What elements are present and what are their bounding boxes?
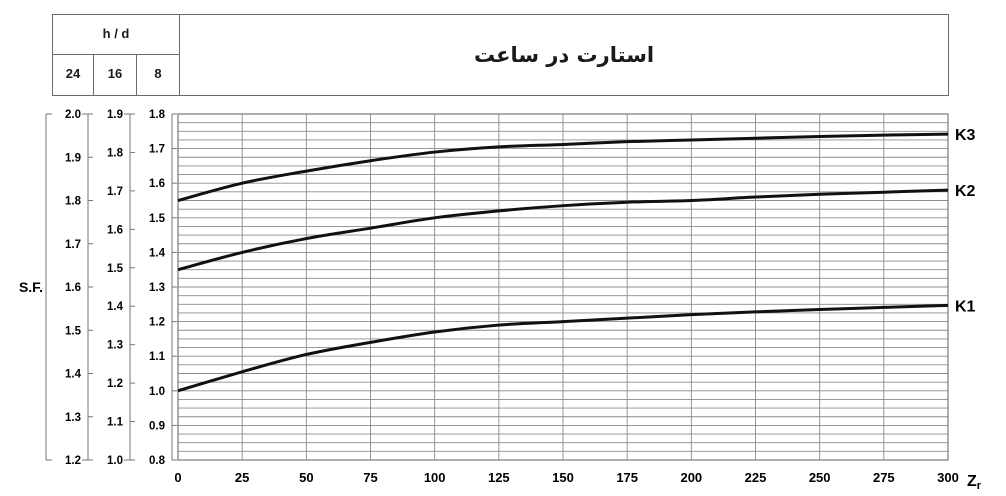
y-tick-label: 0.8 <box>149 455 166 467</box>
series-line-k3 <box>177 132 949 202</box>
y-tick-label: 1.2 <box>65 455 81 467</box>
y-tick-label: 1.3 <box>149 282 165 294</box>
y-tick-label: 1.0 <box>149 386 165 398</box>
chart-title: استارت در ساعت <box>473 43 655 67</box>
y-tick-label: 2.0 <box>65 109 81 121</box>
y-tick-label: 1.6 <box>107 224 123 236</box>
y-tick-label: 1.8 <box>149 109 166 121</box>
y-tick-label: 1.4 <box>65 369 82 381</box>
y-tick-label: 0.9 <box>149 420 165 432</box>
y-tick-label: 1.9 <box>107 109 123 121</box>
y-tick-label: 1.7 <box>65 239 81 251</box>
x-axis-label-subscript: r <box>977 480 982 492</box>
hd-header-cell <box>52 14 180 55</box>
x-tick-label: 0 <box>174 470 181 485</box>
x-tick-label: 250 <box>809 470 831 485</box>
hd-label: h / d <box>102 26 130 41</box>
x-tick-label: 125 <box>488 470 510 485</box>
y-tick-label: 1.4 <box>149 247 166 259</box>
y-tick-label: 1.1 <box>149 351 166 363</box>
y-tick-label: 1.0 <box>107 455 123 467</box>
y-tick-label: 1.7 <box>149 144 165 156</box>
x-tick-label: 50 <box>299 470 313 485</box>
y-tick-label: 1.3 <box>65 412 81 424</box>
x-axis-label: Zr <box>967 473 982 492</box>
x-tick-label: 275 <box>873 470 895 485</box>
axes-group: 0 25 50 75 100 125 150 175 200 225 250 275 300 0.8 0.9… <box>45 109 959 485</box>
x-tick-label: 75 <box>363 470 377 485</box>
series-label-k2: K2 <box>955 183 976 200</box>
y-tick-label: 1.5 <box>65 325 82 337</box>
y-tick-label: 1.3 <box>107 340 123 352</box>
y-tick-label: 1.4 <box>107 301 124 313</box>
x-tick-label: 225 <box>745 470 767 485</box>
x-tick-label: 200 <box>680 470 702 485</box>
plot-frame <box>177 113 949 461</box>
x-tick-label: 175 <box>616 470 638 485</box>
title-box <box>179 14 949 96</box>
series-group: K1 K2 K3 <box>177 127 976 393</box>
y-tick-label: 1.1 <box>107 417 124 429</box>
y-tick-label: 1.5 <box>107 263 124 275</box>
y-tick-label: 1.8 <box>107 147 124 159</box>
y-tick-label: 1.2 <box>149 317 165 329</box>
hd-column-8-label: 8 <box>154 66 162 81</box>
x-tick-label: 300 <box>937 470 959 485</box>
series-label-k3: K3 <box>955 127 976 144</box>
y-tick-label: 1.9 <box>65 152 81 164</box>
y-tick-label: 1.7 <box>107 186 123 198</box>
series-line-k1 <box>177 303 949 393</box>
x-tick-label: 150 <box>552 470 574 485</box>
x-tick-label: 100 <box>424 470 446 485</box>
y-tick-label: 1.5 <box>149 213 166 225</box>
x-tick-label: 25 <box>235 470 249 485</box>
y-tick-label: 1.2 <box>107 378 123 390</box>
series-label-k1: K1 <box>955 298 976 315</box>
y-tick-label: 1.6 <box>65 282 81 294</box>
series-line-k2 <box>177 188 949 272</box>
y-axis-label: S.F. <box>19 279 43 295</box>
hd-column-24 <box>52 54 94 96</box>
y-tick-label: 1.6 <box>149 178 165 190</box>
y-tick-label: 1.8 <box>65 196 82 208</box>
grid <box>177 113 949 461</box>
hd-column-24-label: 24 <box>65 66 81 81</box>
hd-column-16-label: 16 <box>107 66 123 81</box>
